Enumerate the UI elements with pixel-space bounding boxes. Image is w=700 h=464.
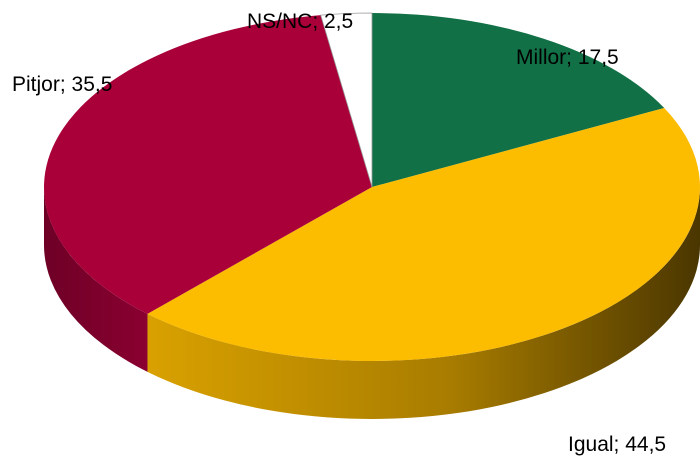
pie-labels: Millor; 17,5 Igual; 44,5 Pitjor; 35,5 NS… — [12, 10, 666, 456]
pie-sides — [44, 187, 700, 419]
slice-nsnc — [320, 12, 373, 188]
slice-label-igual: Igual; 44,5 — [568, 433, 666, 456]
pie-slices — [43, 12, 700, 361]
slice-millor — [372, 13, 665, 187]
slice-label-pitjor: Pitjor; 35,5 — [12, 73, 112, 96]
slice-label-nsnc: NS/NC; 2,5 — [247, 10, 353, 33]
slice-side-igual — [147, 187, 700, 419]
slice-side-pitjor — [44, 187, 148, 372]
slice-label-millor: Millor; 17,5 — [516, 46, 619, 69]
slice-igual — [147, 108, 700, 361]
slice-pitjor — [43, 15, 373, 314]
